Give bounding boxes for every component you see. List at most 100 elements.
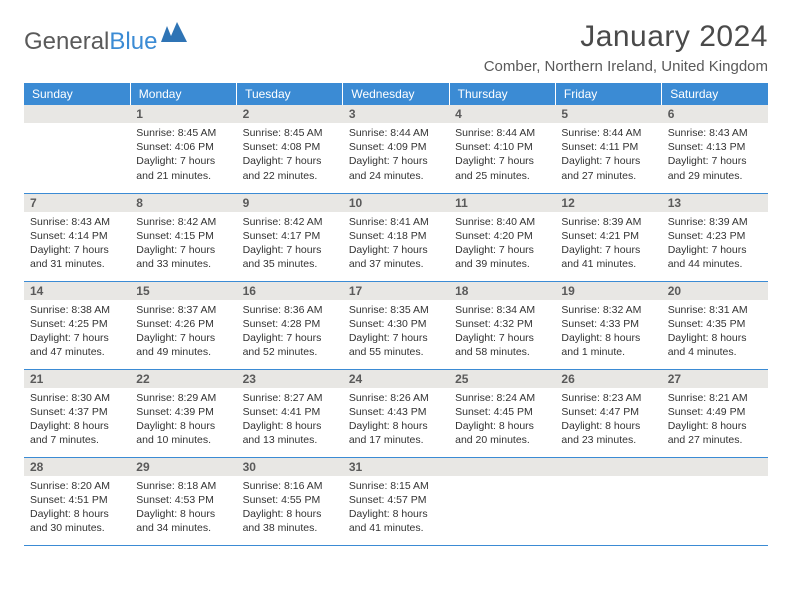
day-number-bar: 8 [130,194,236,212]
day-number-bar: 5 [555,105,661,123]
calendar-cell [662,457,768,545]
calendar-cell: 28Sunrise: 8:20 AMSunset: 4:51 PMDayligh… [24,457,130,545]
calendar-cell: 23Sunrise: 8:27 AMSunset: 4:41 PMDayligh… [237,369,343,457]
day-content: Sunrise: 8:37 AMSunset: 4:26 PMDaylight:… [130,300,236,365]
calendar-cell: 11Sunrise: 8:40 AMSunset: 4:20 PMDayligh… [449,193,555,281]
calendar-body: 1Sunrise: 8:45 AMSunset: 4:06 PMDaylight… [24,105,768,545]
calendar-row: 7Sunrise: 8:43 AMSunset: 4:14 PMDaylight… [24,193,768,281]
day-number-bar: 25 [449,370,555,388]
day-content: Sunrise: 8:35 AMSunset: 4:30 PMDaylight:… [343,300,449,365]
brand-part1: General [24,28,109,56]
day-content: Sunrise: 8:43 AMSunset: 4:14 PMDaylight:… [24,212,130,277]
calendar-cell: 12Sunrise: 8:39 AMSunset: 4:21 PMDayligh… [555,193,661,281]
day-header: Monday [130,83,236,105]
calendar-cell: 16Sunrise: 8:36 AMSunset: 4:28 PMDayligh… [237,281,343,369]
page-header: GeneralBlue January 2024 Comber, Norther… [24,20,768,75]
calendar-cell: 6Sunrise: 8:43 AMSunset: 4:13 PMDaylight… [662,105,768,193]
day-number-bar: 14 [24,282,130,300]
calendar-cell: 8Sunrise: 8:42 AMSunset: 4:15 PMDaylight… [130,193,236,281]
calendar-cell: 17Sunrise: 8:35 AMSunset: 4:30 PMDayligh… [343,281,449,369]
day-content: Sunrise: 8:41 AMSunset: 4:18 PMDaylight:… [343,212,449,277]
day-content: Sunrise: 8:34 AMSunset: 4:32 PMDaylight:… [449,300,555,365]
day-number-bar: 16 [237,282,343,300]
calendar-cell [24,105,130,193]
day-number-bar: 30 [237,458,343,476]
day-number-bar: 12 [555,194,661,212]
calendar-cell: 21Sunrise: 8:30 AMSunset: 4:37 PMDayligh… [24,369,130,457]
day-number-bar: 1 [130,105,236,123]
day-number-bar: 2 [237,105,343,123]
day-content [24,123,130,131]
calendar-cell: 2Sunrise: 8:45 AMSunset: 4:08 PMDaylight… [237,105,343,193]
calendar-cell: 24Sunrise: 8:26 AMSunset: 4:43 PMDayligh… [343,369,449,457]
calendar-cell: 25Sunrise: 8:24 AMSunset: 4:45 PMDayligh… [449,369,555,457]
day-number-bar [662,458,768,476]
day-number-bar: 27 [662,370,768,388]
day-content: Sunrise: 8:45 AMSunset: 4:08 PMDaylight:… [237,123,343,188]
day-content: Sunrise: 8:42 AMSunset: 4:17 PMDaylight:… [237,212,343,277]
calendar-head: SundayMondayTuesdayWednesdayThursdayFrid… [24,83,768,105]
day-content: Sunrise: 8:39 AMSunset: 4:21 PMDaylight:… [555,212,661,277]
day-number-bar: 17 [343,282,449,300]
calendar-cell: 1Sunrise: 8:45 AMSunset: 4:06 PMDaylight… [130,105,236,193]
day-header: Saturday [662,83,768,105]
day-content: Sunrise: 8:27 AMSunset: 4:41 PMDaylight:… [237,388,343,453]
day-content: Sunrise: 8:30 AMSunset: 4:37 PMDaylight:… [24,388,130,453]
calendar-table: SundayMondayTuesdayWednesdayThursdayFrid… [24,83,768,546]
calendar-cell: 14Sunrise: 8:38 AMSunset: 4:25 PMDayligh… [24,281,130,369]
calendar-cell [555,457,661,545]
day-content: Sunrise: 8:29 AMSunset: 4:39 PMDaylight:… [130,388,236,453]
day-content: Sunrise: 8:16 AMSunset: 4:55 PMDaylight:… [237,476,343,541]
calendar-cell: 31Sunrise: 8:15 AMSunset: 4:57 PMDayligh… [343,457,449,545]
day-number-bar: 13 [662,194,768,212]
day-content: Sunrise: 8:36 AMSunset: 4:28 PMDaylight:… [237,300,343,365]
calendar-cell: 27Sunrise: 8:21 AMSunset: 4:49 PMDayligh… [662,369,768,457]
day-number-bar: 6 [662,105,768,123]
brand-logo: GeneralBlue [24,20,187,56]
day-number-bar: 4 [449,105,555,123]
day-content: Sunrise: 8:20 AMSunset: 4:51 PMDaylight:… [24,476,130,541]
day-content: Sunrise: 8:40 AMSunset: 4:20 PMDaylight:… [449,212,555,277]
day-number-bar: 31 [343,458,449,476]
calendar-row: 1Sunrise: 8:45 AMSunset: 4:06 PMDaylight… [24,105,768,193]
calendar-cell: 20Sunrise: 8:31 AMSunset: 4:35 PMDayligh… [662,281,768,369]
day-header: Tuesday [237,83,343,105]
calendar-cell: 10Sunrise: 8:41 AMSunset: 4:18 PMDayligh… [343,193,449,281]
day-content: Sunrise: 8:23 AMSunset: 4:47 PMDaylight:… [555,388,661,453]
title-block: January 2024 Comber, Northern Ireland, U… [484,20,768,75]
calendar-cell: 18Sunrise: 8:34 AMSunset: 4:32 PMDayligh… [449,281,555,369]
calendar-cell: 22Sunrise: 8:29 AMSunset: 4:39 PMDayligh… [130,369,236,457]
calendar-cell: 9Sunrise: 8:42 AMSunset: 4:17 PMDaylight… [237,193,343,281]
calendar-row: 28Sunrise: 8:20 AMSunset: 4:51 PMDayligh… [24,457,768,545]
day-number-bar: 10 [343,194,449,212]
day-content [555,476,661,484]
day-content: Sunrise: 8:39 AMSunset: 4:23 PMDaylight:… [662,212,768,277]
day-number-bar: 7 [24,194,130,212]
day-content: Sunrise: 8:38 AMSunset: 4:25 PMDaylight:… [24,300,130,365]
calendar-row: 21Sunrise: 8:30 AMSunset: 4:37 PMDayligh… [24,369,768,457]
day-number-bar: 29 [130,458,236,476]
day-content: Sunrise: 8:26 AMSunset: 4:43 PMDaylight:… [343,388,449,453]
calendar-cell: 4Sunrise: 8:44 AMSunset: 4:10 PMDaylight… [449,105,555,193]
day-header: Friday [555,83,661,105]
day-content: Sunrise: 8:32 AMSunset: 4:33 PMDaylight:… [555,300,661,365]
calendar-cell [449,457,555,545]
calendar-cell: 5Sunrise: 8:44 AMSunset: 4:11 PMDaylight… [555,105,661,193]
day-number-bar: 19 [555,282,661,300]
calendar-cell: 13Sunrise: 8:39 AMSunset: 4:23 PMDayligh… [662,193,768,281]
calendar-cell: 19Sunrise: 8:32 AMSunset: 4:33 PMDayligh… [555,281,661,369]
day-number-bar: 3 [343,105,449,123]
day-number-bar: 23 [237,370,343,388]
day-content: Sunrise: 8:45 AMSunset: 4:06 PMDaylight:… [130,123,236,188]
day-header: Thursday [449,83,555,105]
day-content: Sunrise: 8:31 AMSunset: 4:35 PMDaylight:… [662,300,768,365]
day-number-bar [449,458,555,476]
day-content: Sunrise: 8:42 AMSunset: 4:15 PMDaylight:… [130,212,236,277]
calendar-cell: 7Sunrise: 8:43 AMSunset: 4:14 PMDaylight… [24,193,130,281]
day-content: Sunrise: 8:44 AMSunset: 4:11 PMDaylight:… [555,123,661,188]
day-content: Sunrise: 8:43 AMSunset: 4:13 PMDaylight:… [662,123,768,188]
day-number-bar [24,105,130,123]
calendar-cell: 29Sunrise: 8:18 AMSunset: 4:53 PMDayligh… [130,457,236,545]
day-number-bar: 26 [555,370,661,388]
day-number-bar: 11 [449,194,555,212]
